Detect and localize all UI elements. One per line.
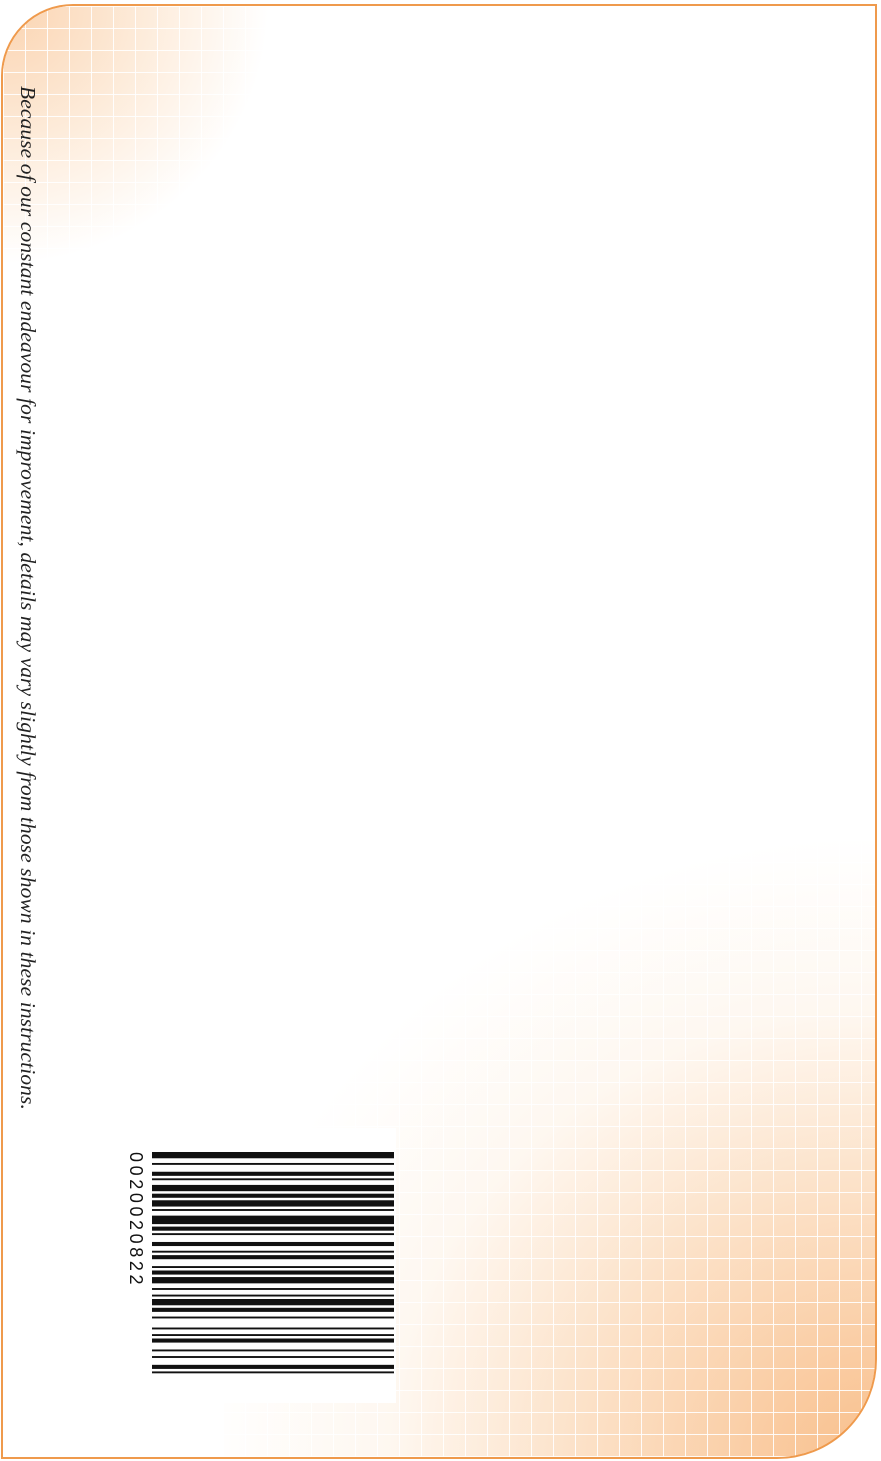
barcode-bar: [152, 1371, 394, 1374]
barcode-bar: [152, 1299, 394, 1306]
barcode-bar: [152, 1270, 394, 1275]
top-left-grid-decoration: [3, 6, 363, 366]
barcode-bar: [152, 1277, 394, 1284]
barcode-bar: [152, 1349, 394, 1352]
barcode-bar: [152, 1307, 394, 1312]
barcode-bar: [152, 1327, 394, 1330]
barcode-bar: [152, 1233, 394, 1236]
barcode-bar: [152, 1184, 394, 1192]
barcode-bar: [152, 1200, 394, 1207]
barcode-bar: [152, 1171, 394, 1176]
barcode-bar: [152, 1364, 394, 1369]
barcode-bar: [152, 1255, 394, 1260]
barcode-bar: [152, 1338, 394, 1343]
barcode-bar: [152, 1316, 394, 1319]
barcode-bar: [152, 1266, 394, 1268]
barcode-bar: [152, 1162, 394, 1165]
barcode-bar: [152, 1334, 394, 1337]
barcode-graphic: [152, 1152, 394, 1374]
barcode-bar: [152, 1250, 394, 1253]
barcode-bar: [152, 1356, 394, 1358]
barcode-bar: [152, 1152, 394, 1159]
improvement-notice: Because of our constant endeavour for im…: [16, 86, 40, 1110]
barcode-bar: [152, 1209, 394, 1211]
barcode-bar: [152, 1178, 394, 1181]
barcode-bar: [152, 1193, 394, 1198]
barcode-number: 0020020822: [126, 1152, 146, 1289]
barcode-bar: [152, 1226, 394, 1231]
barcode-bar: [152, 1215, 394, 1225]
barcode-bar: [152, 1288, 394, 1290]
barcode-bar: [152, 1241, 394, 1247]
barcode-bar: [152, 1294, 394, 1297]
barcode-bars: [152, 1152, 394, 1378]
